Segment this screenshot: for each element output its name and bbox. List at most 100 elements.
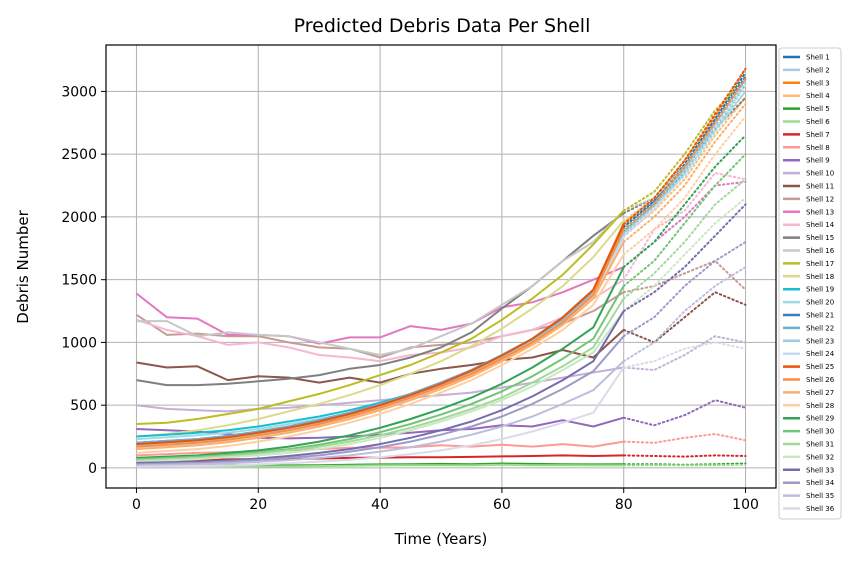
y-tick-label: 2500 (61, 147, 97, 163)
series-forecast-shell-36 (622, 341, 747, 369)
series-forecast-shell-29 (622, 134, 747, 269)
legend-label-shell-33: Shell 33 (806, 466, 834, 474)
series-forecast-shell-27 (622, 103, 747, 243)
legend-label-shell-34: Shell 34 (806, 479, 835, 487)
series-forecast-shell-31 (622, 178, 747, 300)
legend-label-shell-4: Shell 4 (806, 92, 830, 100)
series-line-shell-23 (136, 232, 625, 447)
series-line-shell-11 (136, 329, 625, 384)
x-tick-label: 100 (732, 497, 759, 513)
series-forecast-shell-5 (622, 462, 747, 466)
y-axis-label: Debris Number (14, 209, 32, 323)
series-line-shell-17 (136, 210, 625, 425)
legend-label-shell-10: Shell 10 (806, 170, 834, 178)
y-tick-label: 500 (70, 398, 97, 414)
series-line-shell-30 (136, 285, 625, 461)
series-forecast-shell-8 (622, 432, 747, 444)
series-forecast-shell-6 (622, 463, 747, 467)
series-forecast-shell-1 (622, 71, 747, 228)
legend-label-shell-30: Shell 30 (806, 428, 834, 436)
series-forecast-shell-26 (622, 77, 747, 231)
series-line-shell-16 (136, 210, 625, 356)
series-forecast-shell-32 (622, 197, 747, 313)
legend-label-shell-12: Shell 12 (806, 195, 834, 203)
series-forecast-shell-30 (622, 153, 747, 287)
legend-label-shell-32: Shell 32 (806, 453, 834, 461)
legend-label-shell-21: Shell 21 (806, 312, 834, 320)
series-line-shell-12 (135, 291, 625, 359)
x-tick-label: 60 (493, 497, 511, 513)
legend-label-shell-36: Shell 36 (806, 505, 835, 513)
series-forecast-shell-24 (622, 84, 747, 238)
series-line-shell-36 (136, 366, 625, 468)
legend-label-shell-15: Shell 15 (806, 234, 834, 242)
x-tick-label: 0 (132, 497, 141, 513)
legend-label-shell-18: Shell 18 (806, 273, 834, 281)
x-axis-label: Time (Years) (394, 530, 488, 548)
legend-label-shell-16: Shell 16 (806, 247, 835, 255)
series-line-shell-32 (136, 310, 625, 463)
y-tick-label: 3000 (61, 84, 97, 100)
legend-label-shell-6: Shell 6 (806, 118, 830, 126)
series-line-shell-26 (136, 229, 625, 448)
series-line-shell-29 (136, 266, 625, 459)
series-forecast-shell-3 (622, 67, 747, 225)
plot-frame (105, 44, 777, 489)
legend-label-shell-26: Shell 26 (806, 376, 835, 384)
series-forecast-shell-34 (622, 241, 747, 338)
series-lines (135, 67, 747, 468)
legend-label-shell-3: Shell 3 (806, 79, 830, 87)
legend-label-shell-2: Shell 2 (806, 66, 830, 74)
legend-label-shell-29: Shell 29 (806, 415, 834, 423)
series-line-shell-31 (136, 297, 625, 462)
legend-label-shell-8: Shell 8 (806, 144, 830, 152)
series-forecast-shell-23 (622, 80, 747, 235)
series-line-shell-28 (136, 254, 625, 454)
legend-label-shell-13: Shell 13 (806, 208, 834, 216)
y-tick-label: 1500 (61, 273, 97, 289)
legend-label-shell-20: Shell 20 (806, 299, 834, 307)
legend-frame (778, 47, 842, 520)
legend-label-shell-35: Shell 35 (806, 492, 834, 500)
series-forecast-shell-10 (622, 335, 747, 372)
legend-label-shell-23: Shell 23 (806, 337, 834, 345)
legend-label-shell-9: Shell 9 (806, 157, 830, 165)
legend-label-shell-11: Shell 11 (806, 183, 834, 191)
legend-label-shell-7: Shell 7 (806, 131, 830, 139)
legend-label-shell-31: Shell 31 (806, 441, 834, 449)
series-line-shell-25 (136, 224, 625, 446)
x-tick-label: 20 (249, 497, 267, 513)
x-tick-label: 80 (615, 497, 633, 513)
legend-label-shell-22: Shell 22 (806, 324, 834, 332)
y-tick-label: 0 (88, 461, 97, 477)
series-line-shell-13 (135, 266, 625, 345)
series-forecast-shell-17 (622, 77, 747, 212)
series-forecast-shell-7 (622, 454, 747, 458)
series-line-shell-18 (136, 220, 625, 438)
legend: Shell 1 Shell 2 Shell 3 Shell 4 Shell 5 Shell… (778, 47, 842, 520)
legend-label-shell-17: Shell 17 (806, 260, 834, 268)
series-forecast-shell-9 (622, 399, 747, 427)
legend-label-shell-1: Shell 1 (806, 54, 830, 62)
series-forecast-shell-28 (622, 115, 747, 256)
legend-label-shell-25: Shell 25 (806, 363, 834, 371)
series-line-shell-35 (136, 360, 625, 467)
chart-title: Predicted Debris Data Per Shell (294, 15, 591, 37)
legend-label-shell-28: Shell 28 (806, 402, 834, 410)
legend-label-shell-19: Shell 19 (806, 286, 834, 294)
y-tick-label: 2000 (61, 210, 97, 226)
series-line-shell-33 (136, 310, 625, 464)
series-line-shell-27 (136, 241, 625, 451)
series-forecast-shell-11 (622, 291, 747, 344)
legend-label-shell-14: Shell 14 (806, 221, 835, 229)
series-forecast-shell-33 (622, 203, 747, 313)
series-line-shell-34 (136, 335, 625, 466)
series-forecast-shell-35 (622, 266, 747, 363)
legend-label-shell-27: Shell 27 (806, 389, 834, 397)
legend-label-shell-24: Shell 24 (806, 350, 835, 358)
series-forecast-shell-25 (622, 67, 747, 226)
y-tick-label: 1000 (61, 335, 97, 351)
series-line-shell-14 (136, 278, 625, 363)
